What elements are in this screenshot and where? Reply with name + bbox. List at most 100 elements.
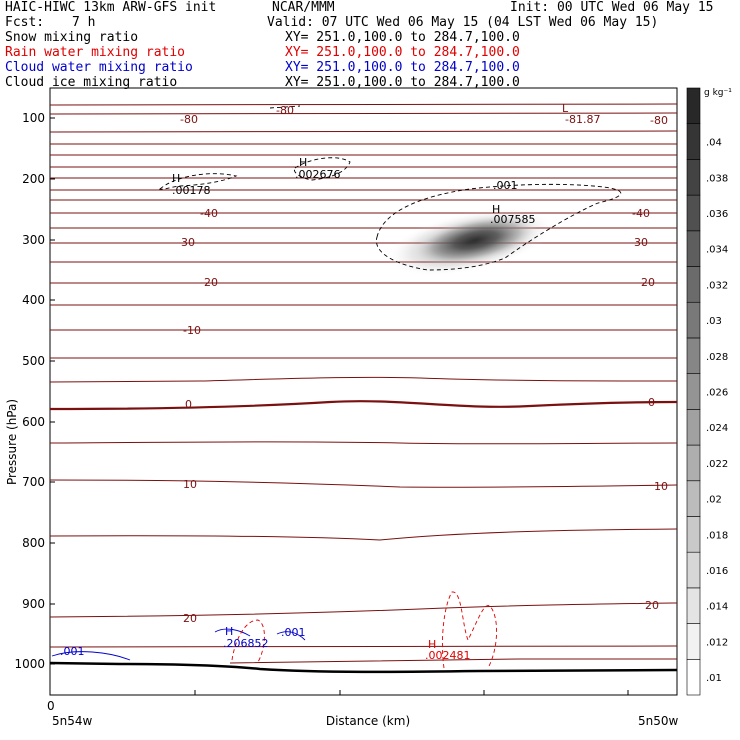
plot-frame	[49, 87, 678, 696]
colorbar-tick-label: .03	[706, 316, 722, 327]
y-tick-label: 1000	[14, 657, 45, 671]
forecast-label: Fcst:	[5, 15, 45, 30]
colorbar-swatch	[686, 658, 701, 696]
field-cloudwater-name: Cloud water mixing ratio	[5, 60, 193, 75]
org-label: NCAR/MMM	[272, 0, 335, 15]
colorbar-swatch	[686, 551, 701, 589]
isotherm-label: -30	[177, 236, 195, 249]
colorbar-tick-label: .014	[706, 602, 728, 613]
cloud-water-contour	[214, 628, 306, 641]
cloud-ice-contours	[159, 105, 622, 271]
y-axis-title: Pressure (hPa)	[5, 399, 19, 485]
terrain-line	[49, 661, 678, 674]
cloud-ice-contour	[376, 183, 622, 271]
high-value: .206852	[223, 637, 269, 650]
isotherm	[49, 376, 678, 383]
colorbar-swatch	[686, 194, 701, 232]
colorbar-swatch	[686, 230, 701, 267]
colorbar-swatch	[686, 409, 701, 446]
field-rain-name: Rain water mixing ratio	[5, 45, 186, 60]
colorbar-swatch	[686, 159, 701, 196]
contour-label: .001	[281, 626, 306, 639]
colorbar-tick-label: .04	[706, 138, 722, 149]
colorbar-swatch	[686, 266, 701, 303]
cloud-ice-contour	[159, 173, 238, 190]
y-tick-label: 800	[22, 536, 45, 550]
isotherm-label: 10	[654, 480, 668, 493]
forecast-hour: 7 h	[72, 15, 96, 30]
isotherm	[49, 602, 678, 618]
colorbar-tick-label: .034	[706, 245, 728, 256]
colorbar-tick-label: .022	[706, 459, 728, 470]
colorbar-swatch	[686, 587, 701, 624]
isotherm	[49, 103, 678, 106]
isotherm	[49, 441, 678, 445]
field-snow-xy: XY= 251.0,100.0 to 284.7,100.0	[285, 30, 520, 45]
x-axis-title: Distance (km)	[326, 714, 410, 728]
colorbar-tick-label: .02	[706, 495, 722, 506]
colorbar-swatch	[686, 87, 701, 125]
high-marker: H	[492, 203, 500, 216]
isotherm-0c	[49, 400, 678, 411]
colorbar-tick-label: .024	[706, 423, 728, 434]
isotherm-label: 0	[185, 398, 192, 411]
y-tick-label: 700	[22, 475, 45, 489]
isotherm	[49, 130, 678, 133]
isotherm-label: -80	[650, 114, 668, 127]
isotherm-label: -20	[200, 276, 218, 289]
colorbar-tick-label: .026	[706, 388, 728, 399]
high-value: .00178	[172, 184, 211, 197]
colorbar-swatch	[686, 301, 701, 339]
isotherm-label: -30	[630, 236, 648, 249]
colorbar-swatch	[686, 123, 701, 160]
contour-label: .001	[493, 179, 518, 192]
colorbar-tick-label: .028	[706, 352, 728, 363]
field-rain-xy: XY= 251.0,100.0 to 284.7,100.0	[285, 45, 520, 60]
snow-outer-shading	[385, 207, 555, 277]
cloud-ice-contour	[269, 105, 301, 109]
colorbar-tick-label: .016	[706, 566, 728, 577]
colorbar-swatch	[686, 444, 701, 482]
field-snow-name: Snow mixing ratio	[5, 30, 139, 45]
colorbar-tick-label: .036	[706, 209, 728, 220]
low-marker: L	[562, 102, 569, 115]
y-tick-label: 300	[22, 233, 45, 247]
field-cloudice-name: Cloud ice mixing ratio	[5, 75, 178, 90]
high-value: .002481	[425, 649, 471, 662]
isotherm-label: 0	[648, 396, 655, 409]
x-axis: 0 5n54w 5n50w Distance (km)	[47, 690, 679, 728]
isotherm	[49, 528, 678, 541]
isotherm	[49, 112, 678, 115]
high-marker: H	[172, 172, 180, 185]
isotherm	[229, 658, 677, 664]
x-tick-left: 5n54w	[52, 714, 93, 728]
field-cloudice-xy: XY= 251.0,100.0 to 284.7,100.0	[285, 75, 520, 90]
y-tick-label: 400	[22, 293, 45, 307]
cloud-ice-contour	[293, 157, 351, 181]
contour-label: .001	[60, 645, 85, 658]
y-tick-label: 100	[22, 111, 45, 125]
isotherm-label: -81.87	[565, 113, 600, 126]
isotherm	[49, 479, 678, 488]
high-marker: H	[299, 156, 307, 169]
colorbar-swatch	[686, 480, 701, 517]
colorbar: .01 .012 .014 .016 .018 .02 .022 .024 .026 .028 .0…	[686, 87, 728, 696]
isotherm-lines	[49, 103, 678, 664]
colorbar-swatch	[686, 373, 701, 410]
isotherm-label: -20	[637, 276, 655, 289]
y-tick-label: 200	[22, 172, 45, 186]
isotherm-label: -10	[183, 324, 201, 337]
field-cloudwater-xy: XY= 251.0,100.0 to 284.7,100.0	[285, 60, 520, 75]
isotherm-label: -80	[180, 113, 198, 126]
x-origin-label: 0	[47, 699, 55, 713]
isotherm-label: -40	[632, 207, 650, 220]
cloud-water-contours	[51, 628, 306, 661]
high-value: .007585	[490, 213, 536, 226]
colorbar-tick-label: .012	[706, 637, 728, 648]
y-tick-label: 500	[22, 354, 45, 368]
cloud-water-contour	[51, 651, 131, 661]
isotherm-label: 10	[183, 478, 197, 491]
colorbar-swatch	[686, 516, 701, 553]
isotherm-label: -40	[200, 207, 218, 220]
